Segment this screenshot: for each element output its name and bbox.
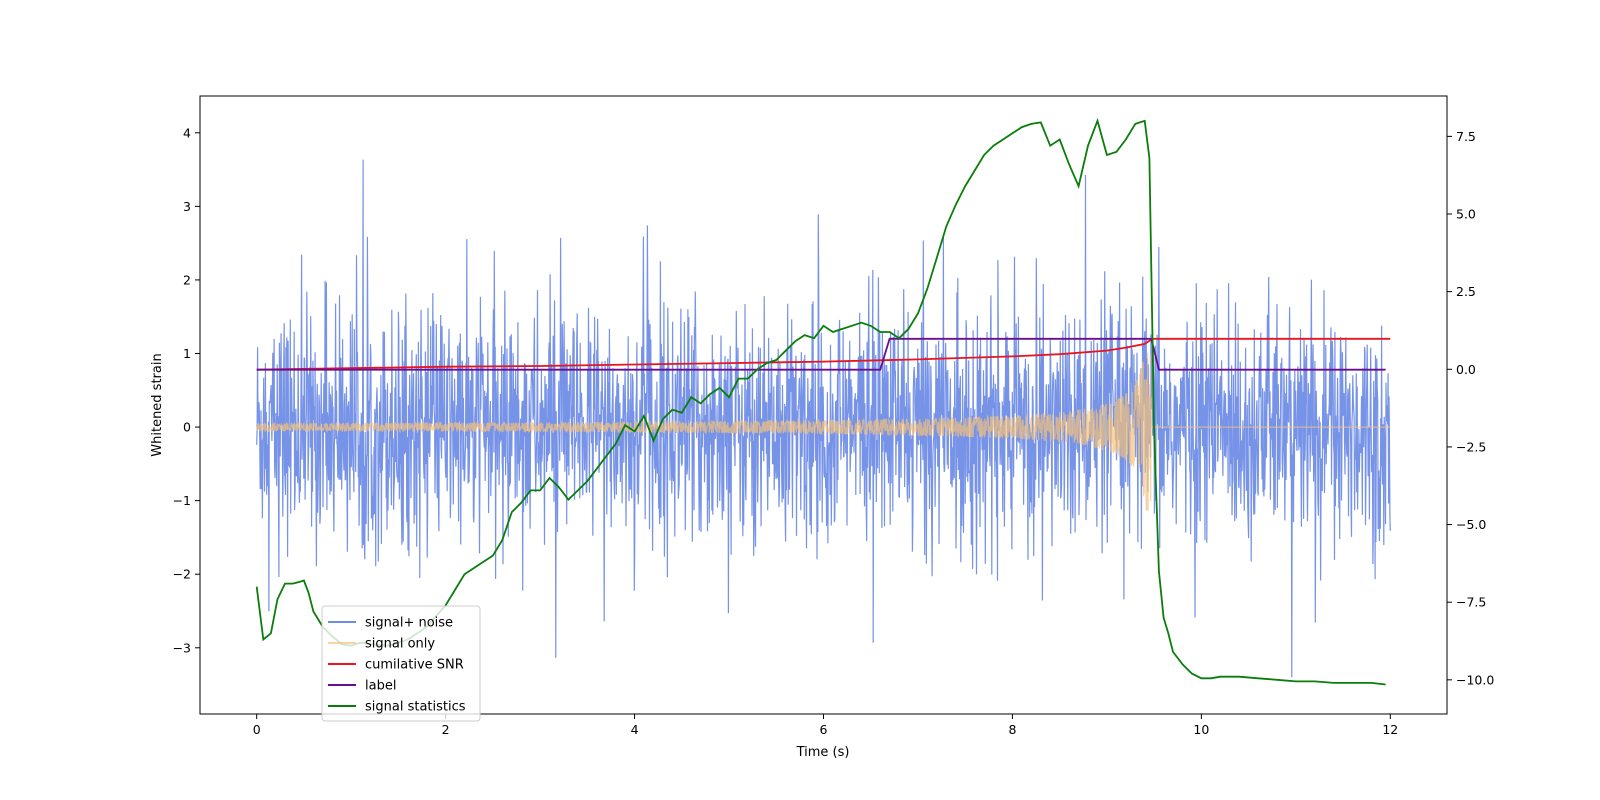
- x-tick-label: 12: [1382, 722, 1398, 737]
- legend-label-cumilative-snr: cumilative SNR: [365, 658, 464, 673]
- series-cumilative-snr: [256, 337, 1391, 371]
- x-tick-label: 8: [1008, 722, 1016, 737]
- x-axis-label: Time (s): [796, 745, 850, 760]
- y2-tick-label: 7.5: [1456, 129, 1476, 144]
- x-tick-label: 10: [1193, 722, 1209, 737]
- y-tick-label: 1: [183, 346, 191, 361]
- x-tick-label: 6: [820, 722, 828, 737]
- y2-tick-label: −5.0: [1456, 517, 1486, 532]
- y-axis-right: −10.0 −7.5 −5.0 −2.5 0.0 2.5 5.0 7.5: [1447, 129, 1494, 687]
- series-label: [256, 337, 1386, 371]
- legend-label-label: label: [365, 679, 396, 694]
- y-tick-label: 3: [183, 199, 191, 214]
- y2-tick-label: 5.0: [1456, 207, 1476, 222]
- legend-label-signal-only: signal only: [365, 637, 435, 652]
- y-axis-label: Whitened strain: [150, 353, 165, 456]
- series-signal-noise: [256, 159, 1391, 678]
- series-signal-only: [256, 352, 1391, 511]
- legend: signal+ noise signal only cumilative SNR la…: [321, 605, 481, 722]
- x-tick-label: 0: [253, 722, 261, 737]
- y-tick-label: 2: [183, 272, 191, 287]
- y-axis-left: −3 −2 −1 0 1 2 3 4: [173, 125, 200, 655]
- y-tick-label: −3: [173, 640, 191, 655]
- y-tick-label: −1: [173, 493, 191, 508]
- x-tick-label: 4: [631, 722, 639, 737]
- y2-tick-label: 2.5: [1456, 284, 1476, 299]
- y-tick-label: 4: [183, 125, 191, 140]
- x-tick-label: 2: [442, 722, 450, 737]
- y2-tick-label: −2.5: [1456, 439, 1486, 454]
- y2-tick-label: 0.0: [1456, 362, 1476, 377]
- series-layer: [255, 117, 1391, 686]
- legend-box: [321, 605, 481, 722]
- y2-tick-label: −10.0: [1456, 672, 1494, 687]
- y-tick-label: 0: [183, 420, 191, 435]
- y-tick-label: −2: [173, 567, 191, 582]
- legend-label-signal-noise: signal+ noise: [365, 616, 453, 631]
- y2-tick-label: −7.5: [1456, 595, 1486, 610]
- legend-label-signal-statistics: signal statistics: [365, 700, 466, 715]
